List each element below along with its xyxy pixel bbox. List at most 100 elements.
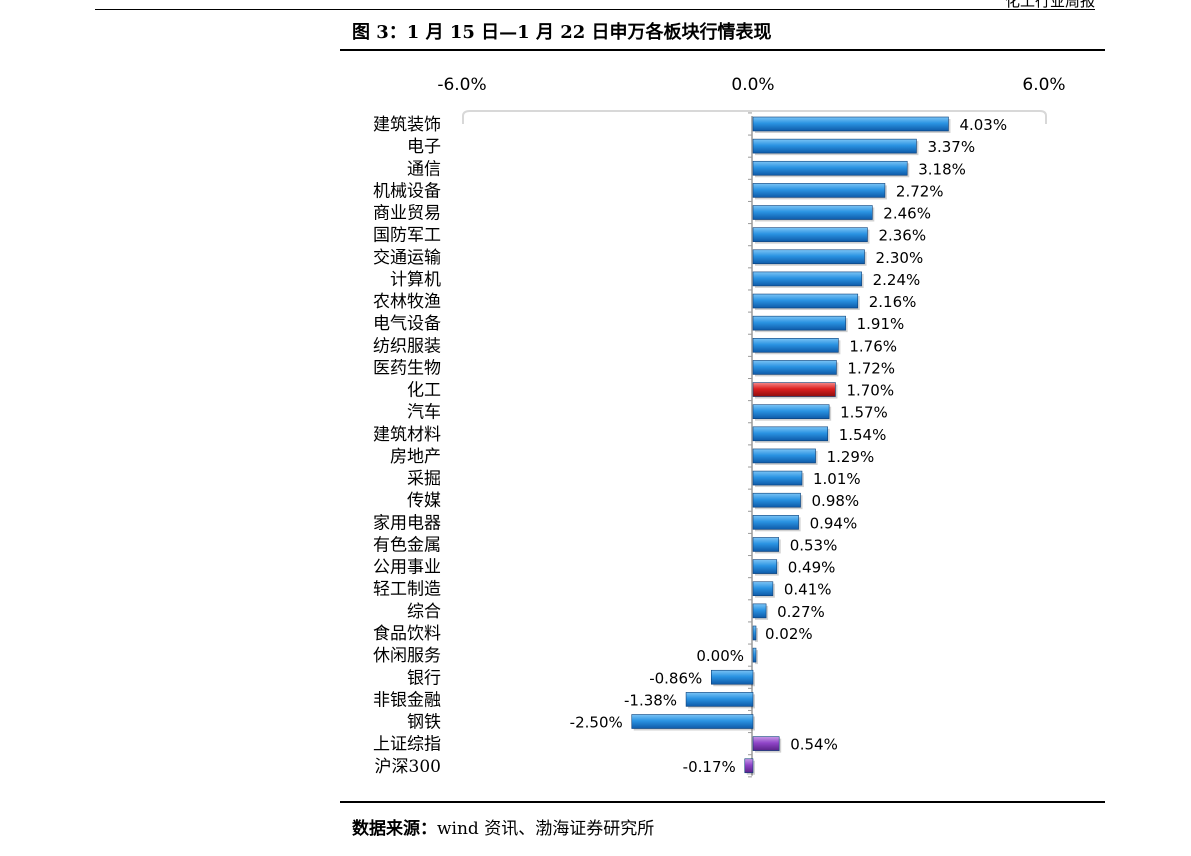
data-label: 1.01%	[813, 470, 861, 488]
bar-国防军工	[752, 227, 868, 242]
category-label: 建筑材料	[373, 425, 441, 445]
bar-有色金属	[752, 537, 780, 552]
plot-frame	[462, 110, 1047, 124]
category-label: 汽车	[407, 403, 441, 423]
bar-综合	[752, 603, 767, 619]
data-label: 0.49%	[788, 559, 836, 577]
bar-交通运输	[752, 249, 865, 265]
category-label: 银行	[407, 668, 441, 688]
category-label: 建筑装饰	[373, 115, 441, 135]
bar-电子	[752, 138, 917, 154]
bar-机械设备	[752, 183, 886, 198]
category-label: 农林牧渔	[373, 292, 441, 312]
data-label: 2.30%	[876, 249, 924, 267]
data-label: 4.03%	[959, 116, 1007, 134]
data-label: 1.57%	[840, 404, 888, 422]
bar-食品饮料	[752, 625, 757, 641]
category-label: 房地产	[390, 447, 441, 467]
data-label: 1.54%	[839, 426, 887, 444]
bar-shadow	[755, 650, 758, 665]
category-label: 化工	[407, 381, 441, 401]
bar-医药生物	[752, 360, 837, 375]
category-label: 电气设备	[373, 314, 441, 334]
x-tick-label: 0.0%	[731, 75, 774, 95]
bar-采掘	[752, 470, 803, 486]
data-label: 1.72%	[847, 359, 895, 377]
category-label: 沪深300	[375, 757, 441, 777]
x-tick-label: 6.0%	[1022, 75, 1065, 95]
footer-rule	[340, 801, 1105, 803]
data-label: 0.41%	[784, 581, 832, 599]
category-label: 钢铁	[407, 713, 441, 733]
bar-shadow	[755, 627, 758, 642]
bar-钢铁	[631, 714, 754, 729]
data-label: 1.29%	[827, 448, 875, 466]
bar-银行	[710, 669, 754, 685]
bar-房地产	[752, 448, 816, 464]
bar-通信	[752, 160, 908, 176]
report-header: 化工行业周报	[1004, 0, 1095, 10]
data-label: 2.72%	[896, 182, 944, 200]
data-label: 3.18%	[918, 160, 966, 178]
category-label: 上证综指	[373, 735, 441, 755]
data-label: 0.00%	[696, 647, 744, 665]
source-text: wind 资讯、渤海证券研究所	[437, 819, 655, 839]
bar-建筑装饰	[752, 116, 949, 132]
data-label: -0.86%	[649, 669, 702, 687]
bar-纺织服装	[752, 337, 839, 353]
bar-汽车	[752, 404, 830, 419]
figure-title: 图 3：1 月 15 日—1 月 22 日申万各板块行情表现	[352, 22, 772, 43]
data-label: 1.91%	[857, 315, 905, 333]
bar-化工	[752, 382, 836, 397]
data-label: 1.70%	[846, 382, 894, 400]
bar-建筑材料	[752, 426, 828, 442]
category-label: 电子	[407, 137, 441, 157]
data-label: 0.98%	[812, 492, 860, 510]
data-label: 2.24%	[873, 271, 921, 289]
title-rule	[340, 49, 1105, 51]
category-label: 公用事业	[373, 558, 441, 578]
bar-商业贸易	[752, 205, 873, 220]
category-label: 食品饮料	[373, 624, 441, 644]
category-label: 国防军工	[373, 226, 441, 246]
bar-公用事业	[752, 559, 778, 574]
data-label: 2.16%	[869, 293, 917, 311]
bar-农林牧渔	[752, 293, 859, 309]
category-label: 机械设备	[373, 181, 441, 201]
category-label: 交通运输	[373, 248, 441, 268]
category-label: 有色金属	[373, 535, 441, 555]
data-label: 0.02%	[765, 625, 813, 643]
bar-上证综指	[752, 736, 780, 751]
bar-家用电器	[752, 515, 799, 530]
data-label: -0.17%	[683, 758, 736, 776]
category-label: 商业贸易	[373, 204, 441, 224]
category-label: 家用电器	[373, 513, 441, 533]
data-label: -2.50%	[570, 714, 623, 732]
data-label: 2.36%	[878, 227, 926, 245]
data-label: 1.76%	[849, 337, 897, 355]
category-label: 非银金融	[373, 690, 441, 710]
category-label: 纺织服装	[373, 336, 441, 356]
header-rule	[95, 9, 1095, 10]
category-label: 轻工制造	[373, 580, 441, 600]
bar-休闲服务	[752, 647, 757, 663]
data-label: 3.37%	[927, 138, 975, 156]
category-label: 医药生物	[373, 358, 441, 378]
category-label: 通信	[407, 159, 441, 179]
source-note: 数据来源：wind 资讯、渤海证券研究所	[352, 814, 654, 839]
bar-轻工制造	[752, 581, 774, 597]
data-label: 2.46%	[883, 205, 931, 223]
category-label: 传媒	[407, 491, 441, 511]
category-label: 计算机	[390, 270, 441, 290]
data-label: 0.94%	[810, 514, 858, 532]
bar-沪深300	[744, 758, 754, 774]
bar-电气设备	[752, 315, 846, 331]
data-label: -1.38%	[624, 691, 677, 709]
x-tick-label: -6.0%	[437, 75, 486, 95]
category-label: 采掘	[407, 469, 441, 489]
bar-传媒	[752, 492, 801, 508]
source-label: 数据来源：	[352, 819, 437, 839]
data-label: 0.27%	[777, 603, 825, 621]
bar-计算机	[752, 271, 862, 287]
